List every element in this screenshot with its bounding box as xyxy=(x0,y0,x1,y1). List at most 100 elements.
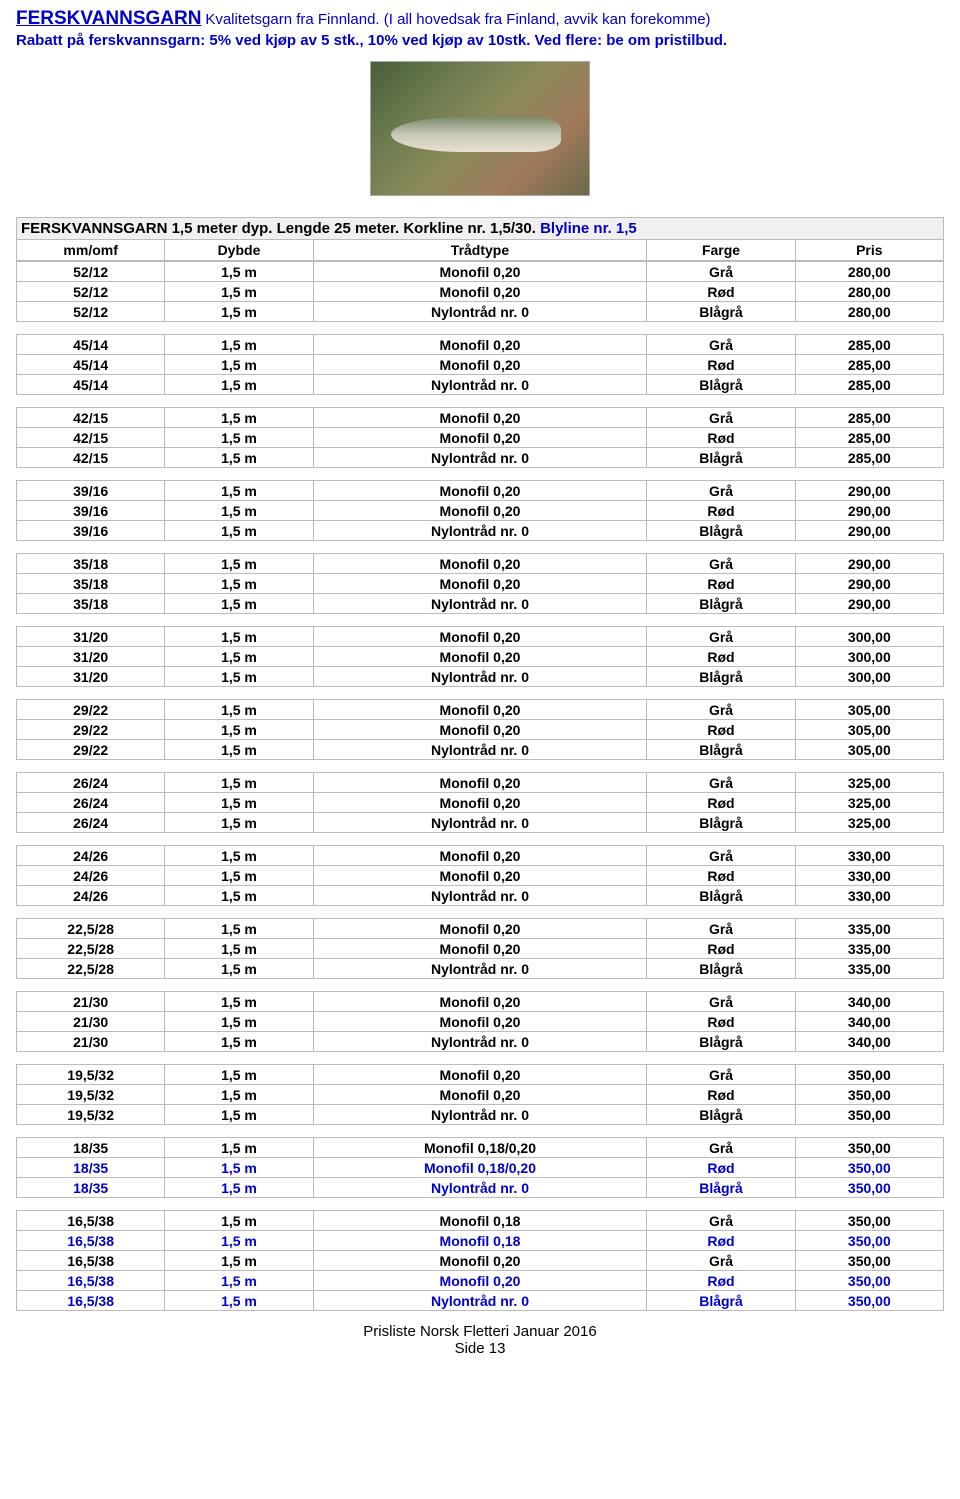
table-row: 18/351,5 mMonofil 0,18/0,20Grå350,00 xyxy=(17,1138,944,1158)
cell: 19,5/32 xyxy=(17,1085,165,1105)
page-subtitle: Kvalitetsgarn fra Finnland. (I all hoved… xyxy=(205,11,710,28)
table-row: 16,5/381,5 mMonofil 0,18Rød350,00 xyxy=(17,1231,944,1251)
cell: Rød xyxy=(647,720,795,740)
cell: 1,5 m xyxy=(165,1271,313,1291)
cell: 290,00 xyxy=(795,481,943,501)
cell: 35/18 xyxy=(17,574,165,594)
table-row: 35/181,5 mNylontråd nr. 0Blågrå290,00 xyxy=(17,594,944,614)
cell: Monofil 0,20 xyxy=(313,992,647,1012)
cell: 350,00 xyxy=(795,1065,943,1085)
table-row: 19,5/321,5 mMonofil 0,20Rød350,00 xyxy=(17,1085,944,1105)
cell: 290,00 xyxy=(795,594,943,614)
cell: Blågrå xyxy=(647,448,795,468)
cell: Monofil 0,20 xyxy=(313,647,647,667)
table-row: 29/221,5 mMonofil 0,20Grå305,00 xyxy=(17,700,944,720)
cell: Monofil 0,20 xyxy=(313,866,647,886)
cell: 340,00 xyxy=(795,1012,943,1032)
cell: 18/35 xyxy=(17,1178,165,1198)
price-group: 52/121,5 mMonofil 0,20Grå280,0052/121,5 … xyxy=(16,261,944,322)
cell: Grå xyxy=(647,408,795,428)
cell: 350,00 xyxy=(795,1271,943,1291)
page-footer: Prisliste Norsk Fletteri Januar 2016 Sid… xyxy=(16,1323,944,1357)
cell: 300,00 xyxy=(795,667,943,687)
cell: Rød xyxy=(647,939,795,959)
cell: 1,5 m xyxy=(165,1032,313,1052)
cell: 39/16 xyxy=(17,501,165,521)
cell: Nylontråd nr. 0 xyxy=(313,375,647,395)
cell: 350,00 xyxy=(795,1138,943,1158)
table-row: 21/301,5 mNylontråd nr. 0Blågrå340,00 xyxy=(17,1032,944,1052)
col-mmomf: mm/omf xyxy=(17,240,165,261)
table-row: 29/221,5 mMonofil 0,20Rød305,00 xyxy=(17,720,944,740)
cell: 1,5 m xyxy=(165,667,313,687)
page-header-line1: FERSKVANNSGARN Kvalitetsgarn fra Finnlan… xyxy=(16,8,944,30)
cell: 45/14 xyxy=(17,355,165,375)
cell: 1,5 m xyxy=(165,1178,313,1198)
price-group: 45/141,5 mMonofil 0,20Grå285,0045/141,5 … xyxy=(16,334,944,395)
cell: 1,5 m xyxy=(165,594,313,614)
cell: Blågrå xyxy=(647,1178,795,1198)
cell: 305,00 xyxy=(795,740,943,760)
cell: 19,5/32 xyxy=(17,1065,165,1085)
table-row: 21/301,5 mMonofil 0,20Rød340,00 xyxy=(17,1012,944,1032)
table-row: 18/351,5 mMonofil 0,18/0,20Rød350,00 xyxy=(17,1158,944,1178)
cell: 1,5 m xyxy=(165,375,313,395)
cell: Monofil 0,20 xyxy=(313,1065,647,1085)
cell: 335,00 xyxy=(795,959,943,979)
table-row: 39/161,5 mMonofil 0,20Grå290,00 xyxy=(17,481,944,501)
cell: Monofil 0,20 xyxy=(313,939,647,959)
cell: 350,00 xyxy=(795,1211,943,1231)
table-row: 31/201,5 mMonofil 0,20Rød300,00 xyxy=(17,647,944,667)
cell: 1,5 m xyxy=(165,1251,313,1271)
col-pris: Pris xyxy=(795,240,943,261)
table-row: 39/161,5 mMonofil 0,20Rød290,00 xyxy=(17,501,944,521)
cell: 45/14 xyxy=(17,335,165,355)
price-group: 31/201,5 mMonofil 0,20Grå300,0031/201,5 … xyxy=(16,626,944,687)
cell: Monofil 0,18/0,20 xyxy=(313,1138,647,1158)
cell: 1,5 m xyxy=(165,302,313,322)
table-row: 42/151,5 mMonofil 0,20Rød285,00 xyxy=(17,428,944,448)
cell: 1,5 m xyxy=(165,282,313,302)
cell: Grå xyxy=(647,335,795,355)
cell: 39/16 xyxy=(17,481,165,501)
cell: 21/30 xyxy=(17,1032,165,1052)
cell: Rød xyxy=(647,428,795,448)
cell: 350,00 xyxy=(795,1178,943,1198)
cell: 26/24 xyxy=(17,773,165,793)
cell: 350,00 xyxy=(795,1158,943,1178)
cell: Grå xyxy=(647,992,795,1012)
cell: 24/26 xyxy=(17,886,165,906)
cell: 24/26 xyxy=(17,866,165,886)
cell: Grå xyxy=(647,262,795,282)
cell: 1,5 m xyxy=(165,793,313,813)
section-title-main: FERSKVANNSGARN 1,5 meter dyp. Lengde 25 … xyxy=(21,220,540,237)
cell: 285,00 xyxy=(795,335,943,355)
cell: Blågrå xyxy=(647,1032,795,1052)
cell: Rød xyxy=(647,1085,795,1105)
cell: 350,00 xyxy=(795,1105,943,1125)
cell: Blågrå xyxy=(647,740,795,760)
cell: 325,00 xyxy=(795,793,943,813)
table-row: 24/261,5 mNylontråd nr. 0Blågrå330,00 xyxy=(17,886,944,906)
cell: 16,5/38 xyxy=(17,1291,165,1311)
price-groups: 52/121,5 mMonofil 0,20Grå280,0052/121,5 … xyxy=(16,261,944,1311)
cell: 18/35 xyxy=(17,1138,165,1158)
cell: 31/20 xyxy=(17,627,165,647)
cell: 350,00 xyxy=(795,1231,943,1251)
cell: Rød xyxy=(647,1012,795,1032)
cell: 1,5 m xyxy=(165,866,313,886)
cell: Monofil 0,20 xyxy=(313,282,647,302)
cell: Nylontråd nr. 0 xyxy=(313,448,647,468)
cell: Rød xyxy=(647,574,795,594)
table-row: 16,5/381,5 mNylontråd nr. 0Blågrå350,00 xyxy=(17,1291,944,1311)
table-row: 24/261,5 mMonofil 0,20Grå330,00 xyxy=(17,846,944,866)
table-row: 22,5/281,5 mNylontråd nr. 0Blågrå335,00 xyxy=(17,959,944,979)
cell: 290,00 xyxy=(795,554,943,574)
cell: 16,5/38 xyxy=(17,1251,165,1271)
cell: 1,5 m xyxy=(165,262,313,282)
footer-line1: Prisliste Norsk Fletteri Januar 2016 xyxy=(16,1323,944,1340)
cell: 26/24 xyxy=(17,813,165,833)
cell: 29/22 xyxy=(17,720,165,740)
cell: 325,00 xyxy=(795,773,943,793)
cell: 1,5 m xyxy=(165,773,313,793)
